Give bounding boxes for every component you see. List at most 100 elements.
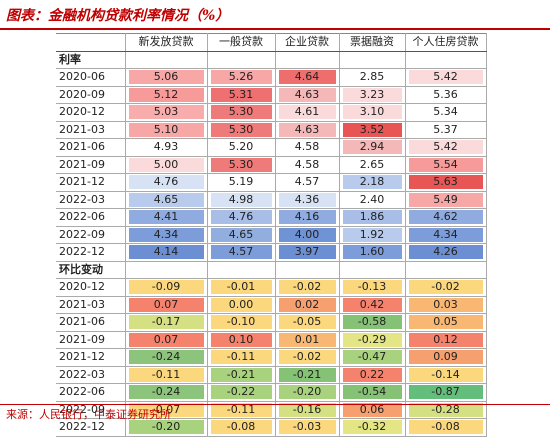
- cell-value: -0.08: [408, 420, 483, 435]
- cell-value: 4.63: [278, 122, 336, 137]
- cell-value: 5.36: [408, 87, 483, 102]
- section-label: 环比变动: [56, 260, 126, 279]
- value-cell: 5.06: [124, 68, 208, 87]
- row-date: 2022-12: [56, 243, 126, 262]
- table-row: 2022-06 4.41 4.76 4.16 1.86 4.62: [56, 208, 487, 227]
- table-row: 2020-06 5.06 5.26 4.64 2.85 5.42: [56, 68, 487, 87]
- value-cell: 5.49: [404, 190, 487, 209]
- loan-rate-table: 新发放贷款 一般贷款 企业贷款 票据融资 个人住房贷款 利率 2020-06 5.0…: [56, 33, 487, 437]
- cell-value: 4.58: [278, 140, 336, 155]
- cell-value: -0.32: [342, 420, 402, 435]
- cell-value: -0.47: [342, 350, 402, 365]
- value-cell: -0.24: [124, 348, 208, 367]
- cell-value: -0.02: [408, 280, 483, 295]
- cell-value: -0.03: [278, 420, 336, 435]
- row-date: 2020-09: [56, 85, 126, 104]
- value-cell: -0.02: [274, 348, 340, 367]
- table-row: 2022-12 4.14 4.57 3.97 1.60 4.26: [56, 243, 487, 262]
- value-cell: 5.54: [404, 155, 487, 174]
- value-cell: 5.00: [124, 155, 208, 174]
- cell-value: -0.05: [278, 315, 336, 330]
- value-cell: 4.41: [124, 208, 208, 227]
- value-cell: 1.86: [338, 208, 406, 227]
- column-header: 个人住房贷款: [404, 33, 487, 52]
- cell-value: 4.16: [278, 210, 336, 225]
- row-date: 2022-09: [56, 225, 126, 244]
- value-cell: -0.21: [274, 365, 340, 384]
- value-cell: -0.22: [206, 383, 276, 402]
- value-cell: 5.30: [206, 120, 276, 139]
- value-cell: 4.16: [274, 208, 340, 227]
- cell-value: 5.42: [408, 140, 483, 155]
- value-cell: 5.63: [404, 173, 487, 192]
- row-date: 2022-06: [56, 383, 126, 402]
- value-cell: -0.47: [338, 348, 406, 367]
- cell-value: 4.14: [128, 245, 204, 260]
- cell-value: 4.26: [408, 245, 483, 260]
- cell-value: 4.36: [278, 192, 336, 207]
- section-filler: [404, 50, 487, 69]
- value-cell: 0.09: [404, 348, 487, 367]
- cell-value: 3.10: [342, 105, 402, 120]
- value-cell: -0.11: [206, 348, 276, 367]
- value-cell: -0.54: [338, 383, 406, 402]
- value-cell: -0.87: [404, 383, 487, 402]
- value-cell: 4.34: [124, 225, 208, 244]
- cell-value: -0.10: [210, 315, 272, 330]
- cell-value: -0.11: [128, 367, 204, 382]
- value-cell: 5.19: [206, 173, 276, 192]
- cell-value: -0.28: [408, 402, 483, 417]
- value-cell: -0.02: [274, 278, 340, 297]
- section-filler: [124, 260, 208, 279]
- cell-value: 5.42: [408, 70, 483, 85]
- value-cell: 2.65: [338, 155, 406, 174]
- value-cell: 4.63: [274, 85, 340, 104]
- corner-cell: [56, 33, 126, 52]
- value-cell: 0.06: [338, 400, 406, 419]
- section-row: 环比变动: [56, 260, 487, 279]
- cell-value: 5.12: [128, 87, 204, 102]
- value-cell: 5.37: [404, 120, 487, 139]
- value-cell: -0.07: [124, 400, 208, 419]
- table-row: 2022-09 -0.07 -0.11 -0.16 0.06 -0.28: [56, 400, 487, 419]
- value-cell: 4.64: [274, 68, 340, 87]
- cell-value: 3.23: [342, 87, 402, 102]
- cell-value: 5.03: [128, 105, 204, 120]
- title-rule: [0, 28, 550, 30]
- cell-value: 5.31: [210, 87, 272, 102]
- row-date: 2021-12: [56, 348, 126, 367]
- value-cell: -0.17: [124, 313, 208, 332]
- cell-value: 4.34: [128, 227, 204, 242]
- cell-value: -0.21: [210, 367, 272, 382]
- cell-value: 4.76: [128, 175, 204, 190]
- cell-value: 0.06: [342, 402, 402, 417]
- cell-value: 5.63: [408, 175, 483, 190]
- section-filler: [404, 260, 487, 279]
- value-cell: 0.10: [206, 330, 276, 349]
- value-cell: 4.93: [124, 138, 208, 157]
- table-row: 2020-09 5.12 5.31 4.63 3.23 5.36: [56, 85, 487, 104]
- value-cell: 5.31: [206, 85, 276, 104]
- value-cell: 0.42: [338, 295, 406, 314]
- cell-value: 3.97: [278, 245, 336, 260]
- value-cell: -0.24: [124, 383, 208, 402]
- row-date: 2020-06: [56, 68, 126, 87]
- value-cell: -0.03: [274, 418, 340, 437]
- cell-value: -0.01: [210, 280, 272, 295]
- cell-value: 4.41: [128, 210, 204, 225]
- value-cell: -0.11: [206, 400, 276, 419]
- cell-value: -0.07: [128, 402, 204, 417]
- value-cell: 4.57: [206, 243, 276, 262]
- cell-value: 0.12: [408, 332, 483, 347]
- value-cell: 4.14: [124, 243, 208, 262]
- cell-value: -0.29: [342, 332, 402, 347]
- value-cell: 4.58: [274, 138, 340, 157]
- cell-value: 5.37: [408, 122, 483, 137]
- cell-value: -0.58: [342, 315, 402, 330]
- value-cell: 4.98: [206, 190, 276, 209]
- cell-value: 0.22: [342, 367, 402, 382]
- value-cell: 5.10: [124, 120, 208, 139]
- cell-value: 0.07: [128, 332, 204, 347]
- cell-value: 4.76: [210, 210, 272, 225]
- row-date: 2021-09: [56, 330, 126, 349]
